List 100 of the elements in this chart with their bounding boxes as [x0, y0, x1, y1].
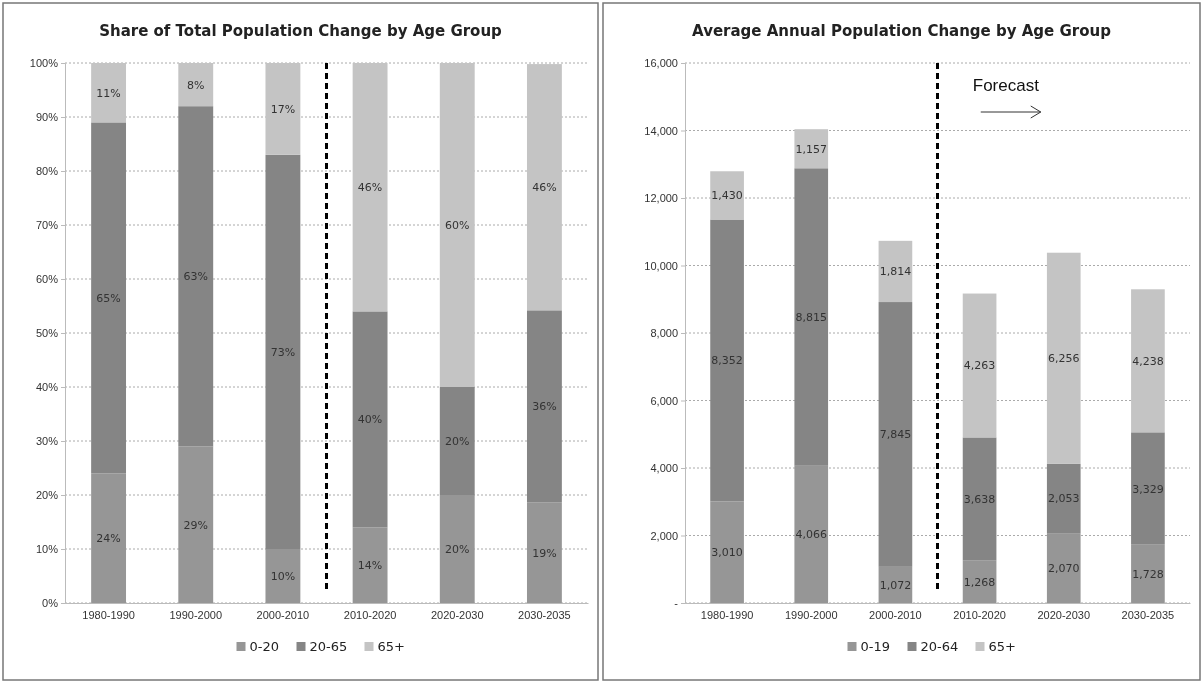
bar — [1131, 432, 1165, 545]
annotation: Forecast — [972, 76, 1040, 95]
bar — [1046, 252, 1081, 464]
data-label: 8,352 — [711, 354, 743, 368]
y-tick-label: 16,000 — [644, 57, 678, 70]
data-label: 29% — [183, 518, 208, 532]
data-label: 8,815 — [795, 311, 827, 325]
legend-label: 65+ — [377, 639, 405, 654]
data-label: 1,814 — [879, 265, 912, 279]
data-label: 19% — [532, 546, 557, 560]
bar — [794, 168, 829, 466]
data-label: 14% — [357, 559, 383, 573]
y-tick-label: 6,000 — [650, 394, 678, 407]
bar — [352, 527, 388, 603]
y-tick-label: 70% — [35, 219, 59, 232]
legend-label: 65+ — [988, 639, 1016, 654]
data-label: 11% — [96, 86, 121, 100]
data-label: 4,238 — [1132, 354, 1164, 368]
data-label: 3,638 — [963, 492, 996, 506]
legend-label: 20-64 — [920, 639, 959, 654]
data-label: 24% — [96, 532, 121, 546]
bar — [710, 171, 744, 220]
x-tick-label: 2030-2035 — [1121, 609, 1175, 622]
data-label: 1,268 — [963, 575, 996, 589]
data-label: 1,072 — [879, 578, 912, 592]
data-label: 4,263 — [963, 359, 996, 373]
data-label: 2,053 — [1048, 492, 1080, 506]
legend-label: 20-65 — [309, 639, 348, 654]
y-tick-label: 40% — [35, 381, 59, 394]
y-tick-label: 100% — [29, 57, 59, 70]
y-tick-label: 80% — [35, 165, 59, 178]
y-tick-label: 4,000 — [650, 462, 678, 475]
data-label: 73% — [270, 345, 296, 359]
y-tick-label: 0% — [42, 597, 59, 610]
x-tick-label: 1980-1990 — [700, 609, 754, 622]
bar — [962, 437, 997, 561]
y-tick-label: 14,000 — [644, 124, 678, 137]
x-tick-label: 2010-2020 — [953, 609, 1006, 622]
x-tick-label: 1980-1990 — [82, 609, 135, 622]
y-tick-label: 60% — [35, 273, 59, 286]
chart-title: Share of Total Population Change by Age Group — [99, 22, 503, 40]
x-tick-label: 2020-2030 — [430, 609, 484, 622]
bar — [439, 387, 475, 495]
y-tick-label: - — [674, 597, 679, 610]
bar — [526, 310, 562, 503]
bar — [878, 302, 913, 567]
data-label: 63% — [183, 270, 208, 284]
bar — [526, 64, 562, 311]
data-label: 1,430 — [711, 189, 743, 203]
data-label: 3,010 — [711, 546, 743, 560]
bar — [794, 465, 829, 603]
legend-label: 0-20 — [249, 639, 280, 654]
bar — [178, 106, 214, 447]
data-label: 2,070 — [1048, 562, 1080, 576]
bar — [962, 293, 997, 438]
chart-title: Average Annual Population Change by Age Group — [692, 22, 1112, 40]
bar — [265, 549, 301, 603]
data-label: 1,157 — [795, 142, 827, 156]
bar — [878, 240, 913, 303]
y-tick-label: 90% — [35, 111, 59, 124]
bar — [794, 129, 829, 169]
bar — [265, 154, 301, 549]
y-tick-label: 20% — [35, 489, 59, 502]
x-tick-label: 2000-2010 — [256, 609, 310, 622]
bar — [439, 495, 475, 603]
bar — [710, 219, 744, 502]
bar — [1131, 289, 1165, 433]
x-tick-label: 1990-2000 — [169, 609, 223, 622]
x-tick-label: 1990-2000 — [784, 609, 838, 622]
x-tick-label: 2000-2010 — [869, 609, 922, 622]
y-tick-label: 2,000 — [650, 529, 678, 542]
data-label: 7,845 — [879, 428, 912, 442]
bar — [91, 473, 127, 603]
y-tick-label: 12,000 — [644, 192, 678, 205]
bar — [1046, 533, 1081, 603]
bar — [710, 501, 744, 603]
data-label: 40% — [357, 413, 383, 427]
y-tick-label: 10% — [35, 543, 59, 556]
bar — [265, 63, 301, 155]
data-label: 20% — [445, 435, 470, 448]
x-tick-label: 2020-2030 — [1037, 609, 1091, 622]
bar — [439, 63, 475, 387]
bar — [1046, 463, 1081, 534]
y-tick-label: 30% — [35, 435, 59, 448]
bar — [352, 311, 388, 528]
x-tick-label: 2010-2020 — [343, 609, 397, 622]
data-label: 36% — [532, 400, 557, 414]
data-label: 46% — [532, 181, 557, 195]
bar — [91, 63, 127, 123]
data-label: 10% — [270, 570, 296, 583]
bar — [91, 122, 127, 474]
data-label: 6,256 — [1048, 352, 1080, 366]
legend-label: 0-19 — [860, 639, 891, 654]
y-tick-label: 8,000 — [650, 327, 678, 340]
data-label: 65% — [96, 291, 121, 305]
data-label: 1,728 — [1132, 567, 1164, 581]
data-label: 46% — [357, 181, 383, 195]
data-label: 8% — [187, 78, 205, 92]
x-tick-label: 2030-2035 — [518, 609, 571, 622]
data-label: 3,329 — [1132, 482, 1164, 496]
